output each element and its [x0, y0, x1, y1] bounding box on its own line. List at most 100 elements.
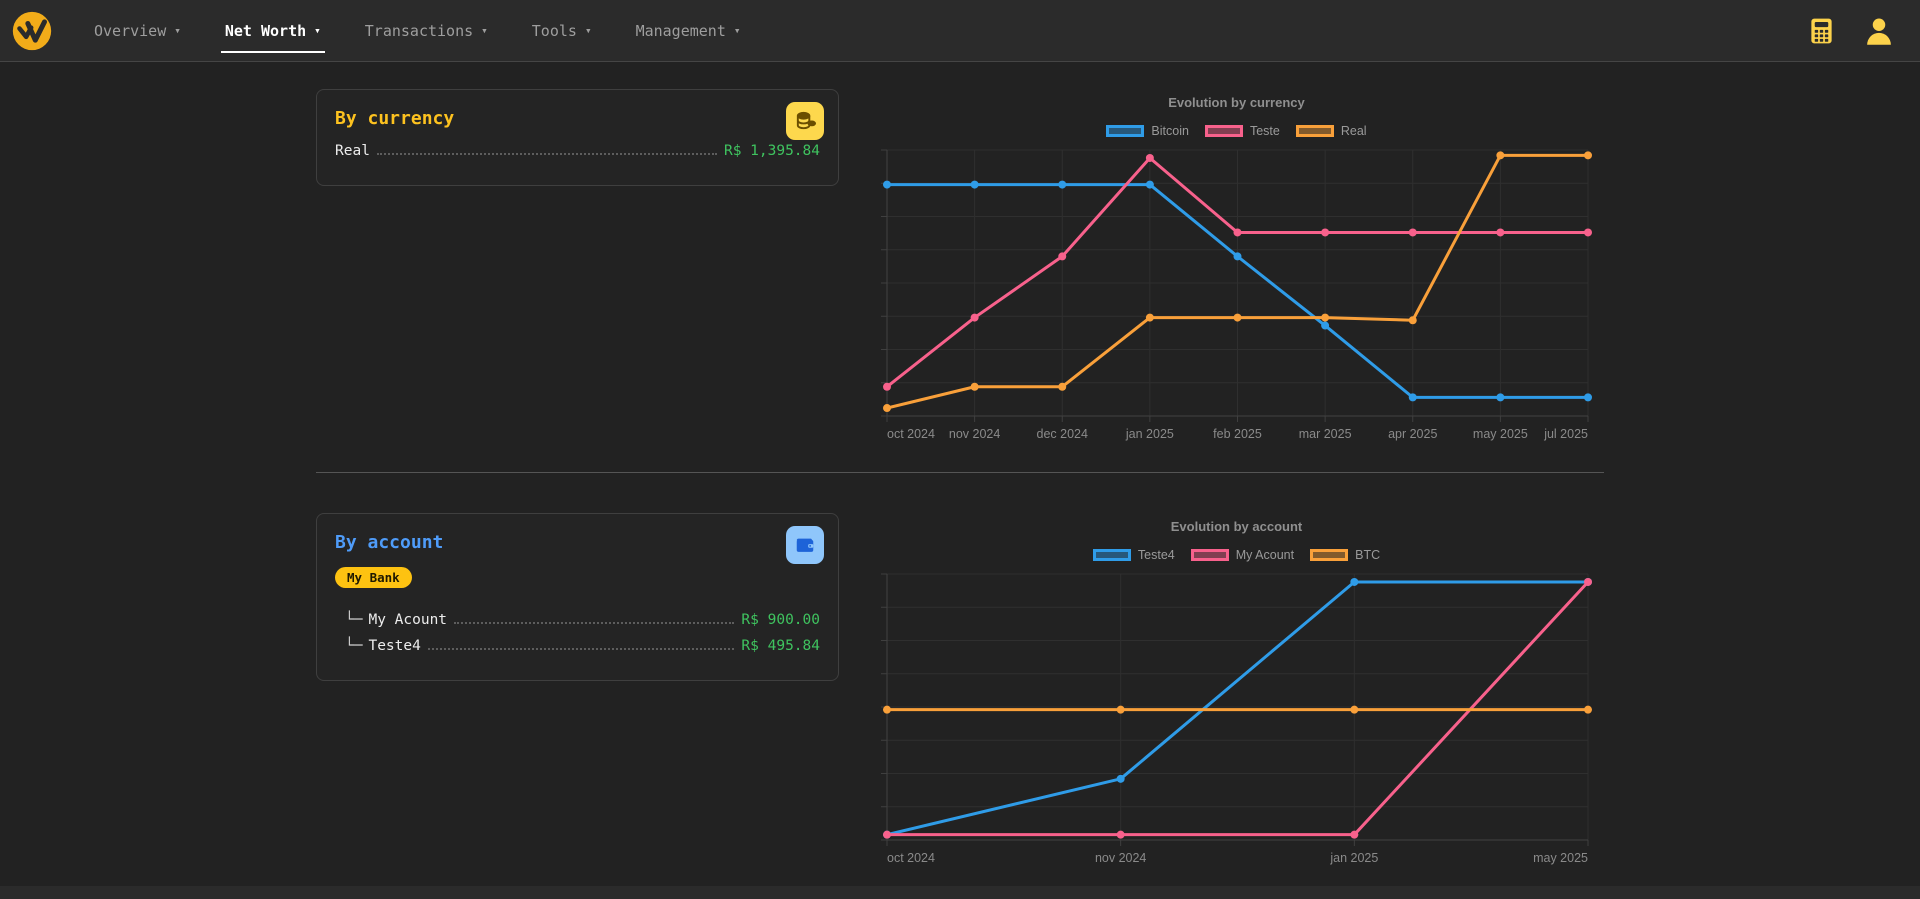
- data-point[interactable]: [1058, 180, 1067, 189]
- balance-label: Teste4: [368, 638, 421, 654]
- legend-label: Real: [1340, 124, 1367, 138]
- series-line-teste4: [885, 580, 1590, 837]
- nav-item-label: Overview: [94, 21, 167, 40]
- data-point[interactable]: [883, 180, 891, 189]
- data-point[interactable]: [970, 313, 979, 322]
- data-point[interactable]: [1408, 228, 1417, 237]
- data-point[interactable]: [1116, 830, 1125, 839]
- data-point[interactable]: [1116, 705, 1125, 714]
- data-point[interactable]: [1496, 228, 1505, 237]
- legend-item-real[interactable]: Real: [1295, 124, 1367, 138]
- chevron-down-icon: ▾: [584, 24, 592, 37]
- app-logo-icon[interactable]: [12, 11, 52, 51]
- nav-item-management[interactable]: Management ▾: [618, 0, 759, 61]
- data-point[interactable]: [1321, 321, 1330, 330]
- legend-item-teste[interactable]: Teste: [1204, 124, 1280, 138]
- chart-legend: Teste4 My Acount BTC: [869, 548, 1604, 562]
- user-icon[interactable]: [1864, 16, 1894, 46]
- legend-label: Teste: [1249, 124, 1280, 138]
- bottom-scrollbar-track[interactable]: [0, 886, 1920, 899]
- data-point[interactable]: [1145, 313, 1154, 322]
- data-point[interactable]: [1584, 393, 1592, 402]
- coins-icon[interactable]: [786, 102, 824, 140]
- data-point[interactable]: [970, 382, 979, 391]
- nav-actions: [1808, 16, 1894, 46]
- data-point[interactable]: [1145, 180, 1154, 189]
- balance-label: My Acount: [368, 612, 448, 628]
- data-point[interactable]: [970, 180, 979, 189]
- chart-title: Evolution by currency: [1168, 95, 1305, 110]
- data-point[interactable]: [1584, 151, 1592, 160]
- legend-swatch: [1092, 549, 1131, 561]
- data-point[interactable]: [1408, 316, 1417, 325]
- data-point[interactable]: [1584, 705, 1592, 714]
- nav-item-net-worth[interactable]: Net Worth ▾: [207, 0, 339, 61]
- x-axis-label: jan 2025: [1125, 427, 1174, 441]
- by-account-title: By account: [335, 532, 444, 553]
- currency-balances: Real R$ 1,395.84: [335, 143, 820, 159]
- legend-swatch: [1106, 125, 1145, 137]
- legend-item-my-acount[interactable]: My Acount: [1190, 548, 1294, 562]
- legend-item-teste4[interactable]: Teste4: [1092, 548, 1175, 562]
- top-nav: Overview ▾ Net Worth ▾ Transactions ▾ Tools ▾ Ma…: [0, 0, 1920, 62]
- nav-item-label: Management: [635, 21, 726, 40]
- data-point[interactable]: [1058, 252, 1067, 261]
- data-point[interactable]: [1496, 393, 1505, 402]
- data-point[interactable]: [1408, 393, 1417, 402]
- data-point[interactable]: [1321, 228, 1330, 237]
- data-point[interactable]: [1584, 577, 1592, 586]
- data-point[interactable]: [1350, 577, 1359, 586]
- data-point[interactable]: [1233, 252, 1242, 261]
- x-axis-label: jan 2025: [1329, 851, 1378, 865]
- balance-value: R$ 900.00: [741, 612, 820, 628]
- bank-group-badge[interactable]: My Bank: [335, 567, 412, 588]
- tree-branch-glyph: └─: [345, 638, 363, 654]
- data-point[interactable]: [1116, 774, 1125, 783]
- nav-item-label: Net Worth: [224, 21, 307, 40]
- nav-item-overview[interactable]: Overview ▾: [76, 0, 199, 61]
- balance-label: Real: [335, 143, 370, 159]
- chart-title: Evolution by account: [1170, 519, 1303, 534]
- balance-value: R$ 495.84: [741, 638, 820, 654]
- nav-item-transactions[interactable]: Transactions ▾: [347, 0, 506, 61]
- data-point[interactable]: [1058, 382, 1067, 391]
- dotted-leader: [376, 145, 717, 155]
- nav-item-label: Transactions: [364, 21, 474, 40]
- data-point[interactable]: [1233, 228, 1242, 237]
- x-axis-label: may 2025: [1533, 851, 1588, 865]
- chart-canvas: oct 2024 nov 2024 dec 2024 jan 2025 feb 2025…: [881, 149, 1592, 441]
- x-axis-label: feb 2025: [1213, 427, 1262, 441]
- data-point[interactable]: [1350, 830, 1359, 839]
- nav-item-tools[interactable]: Tools ▾: [514, 0, 610, 61]
- legend-label: Teste4: [1137, 548, 1175, 562]
- legend-item-bitcoin[interactable]: Bitcoin: [1106, 124, 1189, 138]
- data-point[interactable]: [1145, 153, 1154, 162]
- data-point[interactable]: [1350, 705, 1359, 714]
- balance-row-my-acount: └─ My Acount R$ 900.00: [335, 612, 820, 628]
- data-point[interactable]: [883, 382, 891, 391]
- dotted-leader: [454, 614, 735, 624]
- net-worth-page: By currency Real R$ 1,395.84 Evolution by…: [316, 89, 1604, 872]
- data-point[interactable]: [883, 830, 891, 839]
- data-point[interactable]: [1321, 313, 1330, 322]
- data-point[interactable]: [1584, 228, 1592, 237]
- wallet-icon[interactable]: [786, 526, 824, 564]
- data-point[interactable]: [1233, 313, 1242, 322]
- account-balances: └─ My Acount R$ 900.00 └─ Teste4 R$ 495.84: [335, 612, 820, 654]
- legend-item-btc[interactable]: BTC: [1310, 548, 1380, 562]
- section-divider: [316, 472, 1604, 473]
- balance-value: R$ 1,395.84: [723, 143, 820, 159]
- x-axis-label: oct 2024: [887, 427, 935, 441]
- legend-label: Bitcoin: [1151, 124, 1189, 138]
- nav-item-label: Tools: [531, 21, 577, 40]
- x-axis-label: oct 2024: [887, 851, 935, 865]
- legend-swatch: [1310, 549, 1349, 561]
- data-point[interactable]: [1496, 151, 1505, 160]
- chevron-down-icon: ▾: [733, 24, 741, 37]
- evolution-by-currency-chart: Evolution by currency Bitcoin Teste Real oct…: [869, 95, 1604, 448]
- data-point[interactable]: [883, 404, 891, 413]
- x-axis-label: dec 2024: [1037, 427, 1088, 441]
- calculator-icon[interactable]: [1808, 16, 1838, 46]
- x-axis-label: jul 2025: [1543, 427, 1588, 441]
- data-point[interactable]: [883, 705, 891, 714]
